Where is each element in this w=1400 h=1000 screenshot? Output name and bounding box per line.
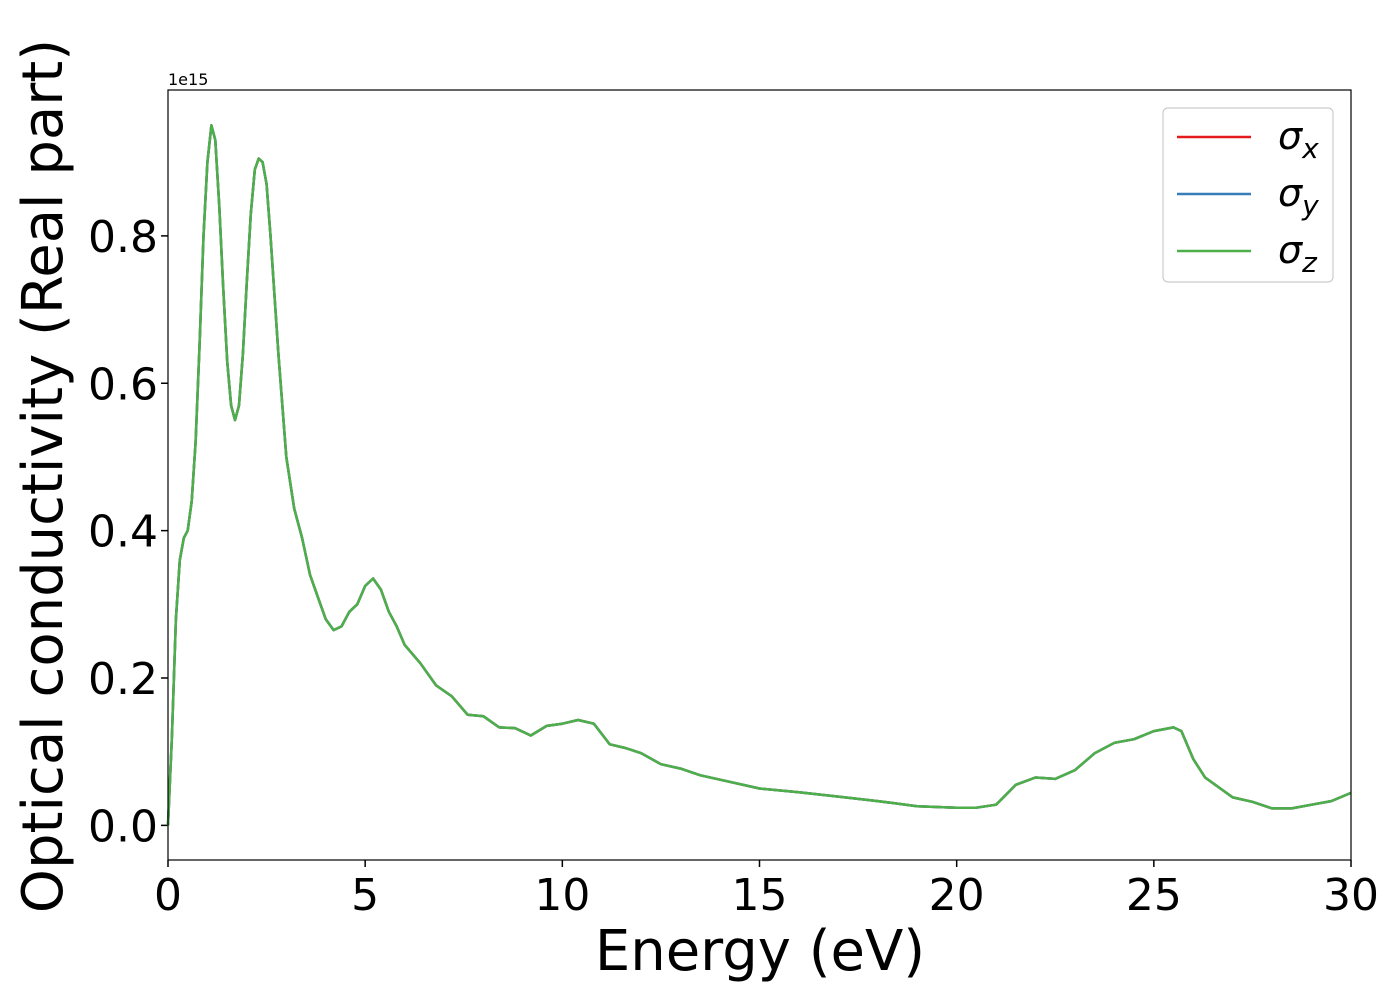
legend-label: σy: [1278, 171, 1319, 222]
y-tick-label: 0.0: [88, 801, 158, 852]
x-tick-label: 15: [732, 870, 788, 921]
x-tick-label: 0: [154, 870, 182, 921]
x-axis-label: Energy (eV): [595, 919, 925, 984]
legend-label: σx: [1278, 114, 1319, 165]
plot-frame: [167, 89, 1352, 861]
x-tick-label: 25: [1126, 870, 1182, 921]
y-tick-label: 0.2: [88, 654, 158, 705]
offset-label: 1e15: [168, 70, 208, 89]
y-tick-label: 0.8: [88, 212, 158, 263]
y-axis-label: Optical conductivity (Real part): [11, 39, 76, 913]
y-tick-label: 0.6: [88, 359, 158, 410]
x-tick-label: 30: [1323, 870, 1379, 921]
x-tick-label: 5: [351, 870, 379, 921]
x-tick-label: 20: [929, 870, 985, 921]
y-tick-label: 0.4: [88, 507, 158, 558]
legend-label: σz: [1278, 228, 1318, 279]
series-line: [166, 124, 1352, 826]
x-tick-label: 10: [534, 870, 590, 921]
